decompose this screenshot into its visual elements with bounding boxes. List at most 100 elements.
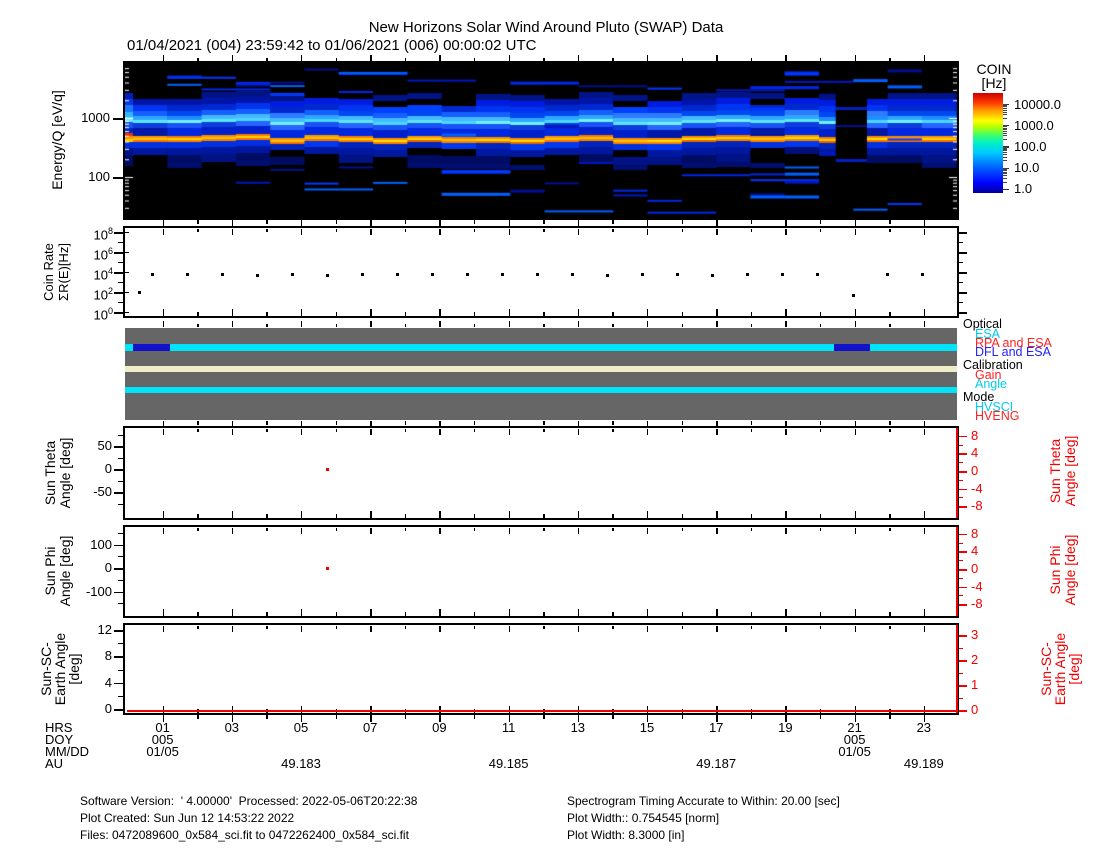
axis-tick	[335, 612, 337, 616]
footer-software-version: Software Version: ' 4.00000' Processed: …	[80, 794, 418, 808]
doy-label: 005	[151, 732, 174, 747]
axis-tick	[647, 428, 649, 435]
axis-tick	[404, 428, 407, 432]
axis-tick	[959, 533, 967, 536]
axis-tick	[959, 435, 967, 438]
axis-tick	[370, 609, 372, 616]
axis-tick	[612, 612, 614, 616]
axis-tick	[197, 228, 199, 232]
axis-tick	[647, 625, 649, 632]
axis-tick	[820, 527, 822, 531]
y-tick-label: 100	[93, 306, 113, 323]
axis-tick	[1003, 167, 1007, 169]
x-axis-row-label-doy: DOY	[45, 732, 74, 747]
axis-tick	[404, 312, 407, 316]
status-item-label: ESA	[975, 327, 1001, 341]
axis-tick	[854, 220, 856, 227]
axis-tick	[543, 514, 545, 518]
axis-tick	[335, 57, 337, 61]
axis-tick	[404, 228, 407, 232]
au-label: 49.187	[696, 756, 737, 771]
axis-tick	[543, 625, 545, 629]
axis-tick	[959, 479, 963, 481]
coin-rate-y-axis-title-line2: ΣR(E)[Hz]	[56, 243, 71, 301]
doy-label: 005	[843, 732, 866, 747]
axis-tick	[231, 228, 234, 235]
axis-tick	[612, 323, 614, 327]
axis-tick	[1003, 127, 1007, 129]
axis-tick	[508, 320, 510, 327]
sun-theta-panel	[123, 426, 959, 520]
axis-tick	[370, 309, 372, 316]
axis-tick	[577, 309, 580, 316]
axis-tick	[1003, 125, 1007, 127]
colorbar-label: 10000.0	[1014, 96, 1061, 112]
axis-tick	[301, 320, 303, 327]
y-tick-label: 4	[971, 543, 979, 559]
axis-tick	[404, 57, 407, 61]
axis-tick	[750, 323, 753, 327]
axis-tick	[785, 511, 787, 518]
y-tick-label: 108	[93, 226, 113, 243]
axis-tick	[1003, 139, 1007, 141]
y-tick-label: -4	[971, 578, 983, 594]
axis-tick	[508, 609, 510, 616]
axis-tick	[301, 428, 303, 435]
axis-tick	[114, 656, 123, 658]
axis-tick	[162, 609, 164, 616]
axis-tick	[114, 591, 123, 593]
y-tick-label: 8	[971, 525, 979, 541]
axis-tick	[681, 625, 683, 629]
axis-tick	[923, 228, 926, 235]
axis-tick	[301, 54, 303, 61]
axis-tick	[750, 527, 753, 531]
y-tick-label: 0	[104, 461, 112, 476]
axis-tick	[785, 309, 787, 316]
axis-tick	[854, 625, 856, 632]
data-point	[325, 467, 329, 471]
axis-tick	[612, 57, 614, 61]
axis-tick	[959, 635, 967, 637]
axis-tick	[266, 421, 268, 425]
axis-tick	[474, 228, 476, 232]
x-tick-label: 05	[293, 720, 309, 735]
axis-tick	[854, 706, 856, 713]
axis-tick	[820, 428, 822, 432]
y-tick-label: 8	[971, 427, 979, 443]
axis-tick	[647, 54, 649, 61]
axis-tick	[231, 309, 234, 316]
axis-tick	[114, 568, 123, 570]
axis-tick	[335, 323, 337, 327]
x-tick-label: 21	[847, 720, 862, 735]
axis-tick	[577, 527, 580, 534]
axis-tick	[1003, 150, 1007, 152]
axis-tick	[474, 514, 476, 518]
axis-tick	[370, 715, 372, 722]
data-point	[325, 566, 329, 570]
axis-tick	[231, 715, 234, 722]
au-label: 49.185	[488, 756, 529, 771]
axis-tick	[266, 228, 268, 232]
sun-sc-earth-right-axis-title-line2: Earth Angle	[1052, 632, 1068, 706]
plot-title: New Horizons Solar Wind Around Pluto (SW…	[368, 19, 724, 36]
axis-tick	[750, 57, 753, 61]
axis-tick	[370, 706, 372, 713]
axis-tick	[370, 527, 372, 534]
axis-tick	[439, 609, 441, 616]
axis-tick	[647, 421, 649, 428]
axis-tick	[439, 54, 441, 61]
axis-tick	[266, 220, 268, 224]
axis-tick	[118, 695, 123, 697]
axis-tick	[820, 612, 822, 616]
axis-tick	[959, 647, 963, 649]
colorbar-label: 10.0	[1014, 160, 1040, 176]
axis-tick	[959, 232, 967, 234]
axis-tick	[335, 428, 337, 432]
x-tick-label: 15	[639, 720, 655, 735]
y-tick-label: -4	[971, 480, 983, 496]
data-point	[185, 272, 189, 276]
y-tick-label: 1000	[81, 110, 110, 125]
x-tick-label: 13	[570, 720, 586, 735]
axis-tick	[114, 544, 123, 546]
axis-tick	[335, 421, 337, 425]
